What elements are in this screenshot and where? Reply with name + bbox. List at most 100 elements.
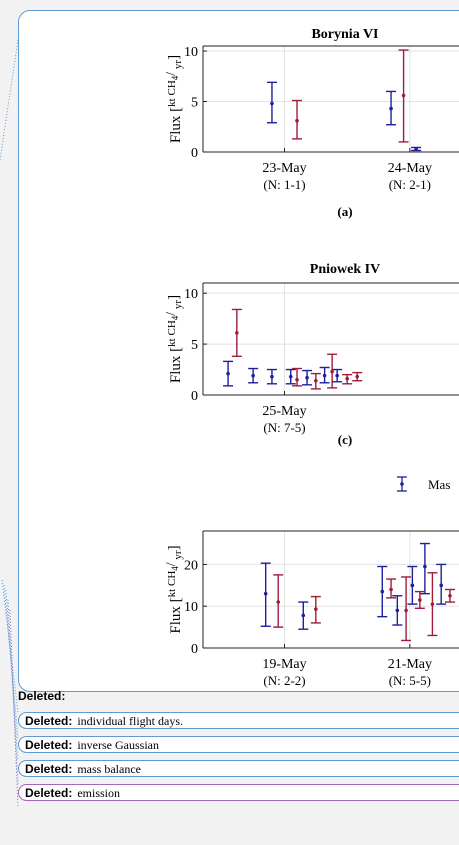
error-bar-point — [327, 353, 338, 389]
data-point — [389, 106, 393, 111]
error-bar-point — [427, 572, 438, 637]
y-tick-label: 10 — [184, 45, 198, 60]
data-point — [448, 593, 452, 598]
error-bar-point — [285, 368, 296, 385]
data-point — [345, 376, 349, 381]
error-bar-point — [342, 373, 353, 385]
error-bar-point — [414, 590, 425, 610]
data-point — [418, 598, 422, 602]
error-bar-point — [401, 576, 412, 642]
data-point — [295, 118, 299, 123]
error-bar-point — [419, 542, 430, 595]
y-tick-label: 0 — [191, 642, 198, 657]
data-point — [355, 374, 360, 379]
error-bar-point — [386, 90, 397, 126]
error-bar-point — [310, 372, 321, 390]
x-tick-date: 25-May — [262, 404, 306, 419]
y-tick-label: 5 — [191, 96, 198, 111]
y-tick-label: 10 — [184, 287, 198, 302]
comment-deleted-3[interactable]: Deleted: mass balance — [18, 760, 459, 777]
error-bar-point — [310, 595, 321, 624]
data-point — [439, 583, 443, 588]
error-bar-point — [266, 368, 277, 385]
y-tick-label: 5 — [191, 338, 198, 353]
error-bar-point — [411, 146, 422, 152]
y-axis-label: Flux [kt CH4/ yr] — [164, 55, 184, 143]
y-axis-label: Flux [kt CH4/ yr] — [164, 295, 184, 383]
chart-title: Pniowek IV — [310, 262, 380, 277]
panel-label: (a) — [337, 204, 352, 219]
x-tick-count: (N: 2-1) — [389, 177, 431, 192]
comment-deleted-1[interactable]: Deleted: individual flight days. — [18, 712, 459, 729]
panel-label: (c) — [338, 432, 352, 447]
data-point — [401, 93, 406, 98]
data-point — [395, 608, 400, 613]
x-tick-date: 23-May — [262, 161, 306, 176]
data-point — [330, 369, 334, 374]
data-point — [423, 564, 427, 569]
error-bar-point — [292, 99, 303, 140]
data-point — [322, 373, 327, 378]
chart-title: Borynia VI — [311, 27, 378, 42]
data-point — [305, 375, 309, 380]
comment-label: Deleted: — [25, 738, 73, 752]
legend: Mas — [397, 476, 450, 492]
error-bar-point — [292, 367, 303, 387]
error-bar-point — [260, 562, 271, 627]
error-bar-point — [444, 588, 455, 603]
data-point — [314, 607, 318, 611]
data-point — [314, 378, 318, 383]
error-bar-point — [398, 49, 409, 143]
error-bar-point — [436, 563, 447, 605]
data-point — [414, 147, 418, 151]
data-point — [295, 377, 299, 382]
error-bar-point — [298, 601, 309, 630]
comment-deleted-4[interactable]: Deleted: emission — [18, 784, 459, 801]
error-bar-point — [407, 565, 418, 605]
legend-label: Mas — [428, 477, 450, 492]
comment-deleted-2[interactable]: Deleted: inverse Gaussian — [18, 736, 459, 753]
document-page — [18, 10, 459, 692]
x-tick-date: 19-May — [262, 657, 306, 672]
error-bar-point — [352, 371, 363, 382]
data-point — [410, 583, 415, 588]
data-point — [270, 374, 274, 379]
data-point — [301, 613, 306, 618]
chart-pniowek: Pniowek IV (c) 0 5 10 25-May(N: 7-5) Flux [k… — [164, 262, 459, 447]
data-point — [226, 371, 230, 376]
comment-deleted-0[interactable]: Deleted: — [18, 689, 65, 703]
comment-text: individual flight days. — [77, 714, 183, 728]
comment-label: Deleted: — [18, 689, 66, 703]
comment-label: Deleted: — [25, 786, 73, 800]
chart-borynia: Borynia VI (a) 0 5 10 23-May(N: 1-1) 24-May(… — [164, 27, 459, 219]
data-point — [335, 373, 339, 378]
error-bar-point — [231, 308, 242, 358]
error-bar-point — [377, 565, 388, 618]
x-tick-count: (N: 2-2) — [263, 673, 305, 688]
error-bar-point — [273, 574, 284, 628]
data-point — [380, 589, 385, 594]
data-point — [251, 373, 255, 378]
error-bar-point — [386, 578, 397, 599]
data-point — [288, 374, 293, 379]
x-tick-count: (N: 5-5) — [389, 673, 431, 688]
data-point — [263, 591, 268, 596]
data-point — [235, 331, 239, 335]
error-bar-point — [302, 369, 313, 386]
error-bar-point — [248, 367, 259, 384]
comment-text: emission — [77, 786, 121, 800]
error-bar-point — [266, 81, 277, 124]
x-tick-count: (N: 1-1) — [263, 177, 305, 192]
error-bar-point — [223, 360, 234, 387]
y-axis-label: Flux [kt CH4/ yr] — [164, 545, 184, 633]
comment-text: inverse Gaussian — [77, 738, 159, 752]
comment-label: Deleted: — [25, 762, 73, 776]
comment-label: Deleted: — [25, 714, 73, 728]
error-bar-point — [319, 366, 330, 384]
y-tick-label: 20 — [184, 558, 198, 573]
y-tick-label: 0 — [191, 389, 198, 404]
data-point — [270, 101, 274, 106]
data-point — [404, 608, 408, 613]
